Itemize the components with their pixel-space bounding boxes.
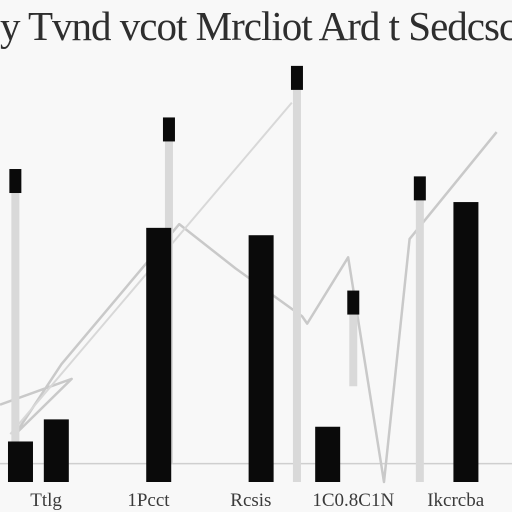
x-tick-label: Ttlg [30, 490, 62, 511]
bar [248, 235, 274, 482]
marker-stem [11, 191, 20, 482]
x-tick-label: Ikcrcba [427, 490, 485, 511]
marker-cap [162, 117, 175, 142]
bar [315, 426, 341, 482]
x-tick-label: Rcsis [230, 490, 271, 511]
marker-stem [292, 87, 301, 482]
marker-cap [9, 169, 22, 194]
marker-cap [347, 290, 360, 315]
x-tick-label: 1C0.8C1N [312, 490, 394, 511]
marker-cap [413, 176, 426, 201]
bar [453, 202, 479, 483]
bar [146, 227, 172, 482]
marker-stem [415, 198, 424, 482]
chart-title: y Tvnd vcot Mrcliot Ard t Sedcsc [0, 3, 512, 49]
bar [43, 419, 69, 482]
marker-stem [349, 312, 358, 387]
marker-cap [290, 65, 303, 90]
x-tick-label: 1Pcct [127, 490, 170, 511]
bar [7, 441, 33, 482]
